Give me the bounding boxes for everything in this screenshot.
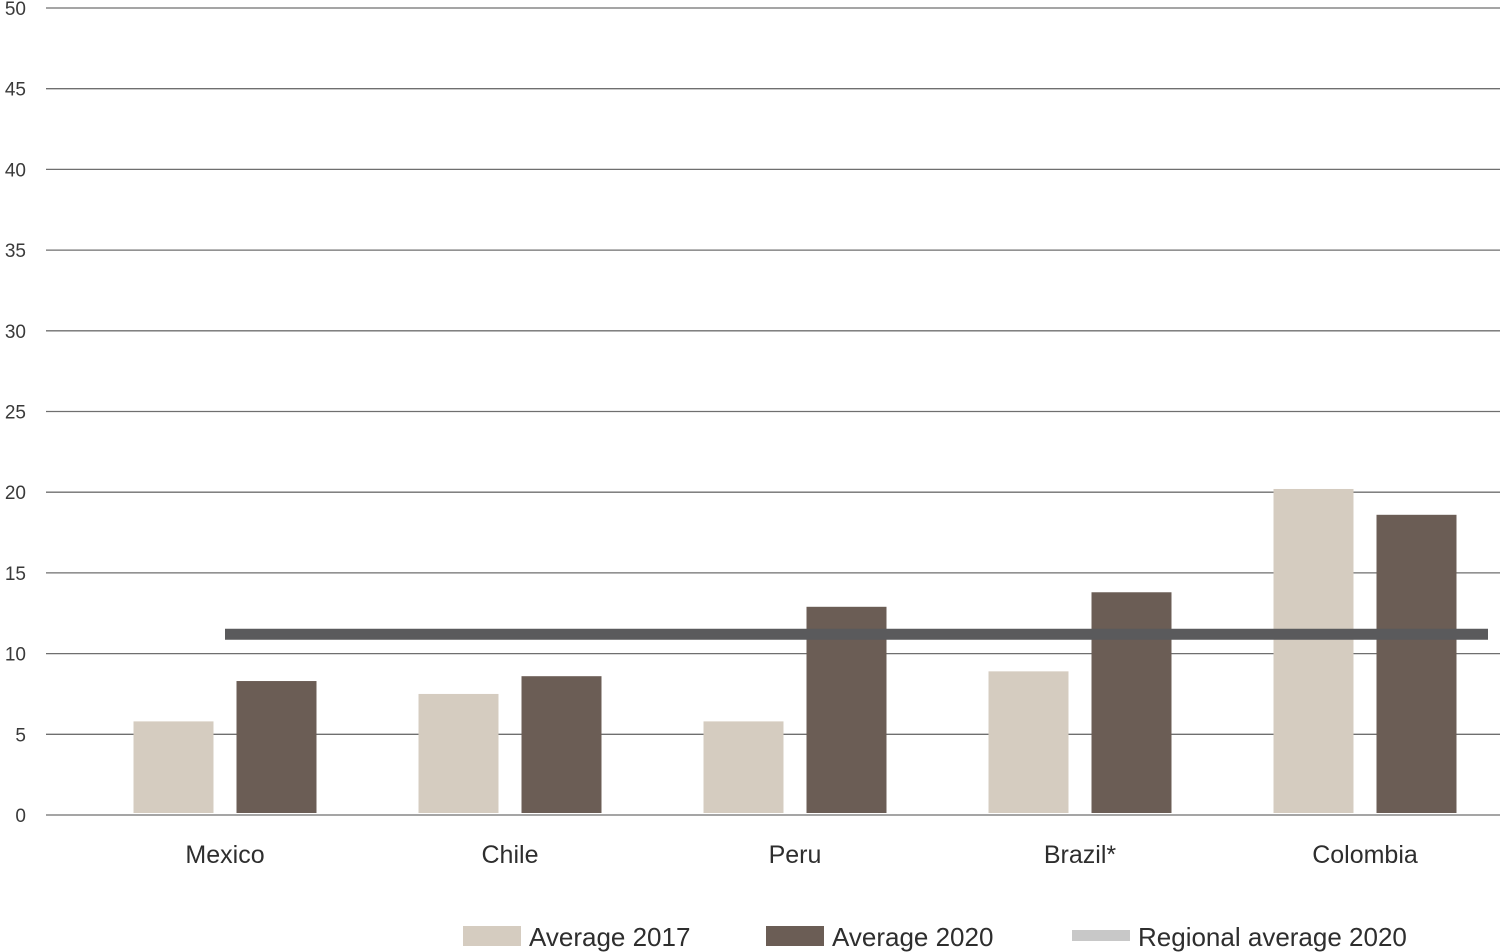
y-tick-label-25: 25 [5, 403, 26, 424]
x-axis-label-chile: Chile [482, 841, 539, 869]
x-axis-label-mexico: Mexico [185, 841, 264, 869]
bars [133, 488, 1457, 813]
y-tick-label-30: 30 [5, 322, 26, 343]
y-tick-label-20: 20 [5, 483, 26, 504]
bar-chile-average-2020 [521, 676, 602, 813]
bar-brazil-average-2017 [988, 671, 1069, 813]
legend-swatch-average-2017 [463, 926, 521, 946]
x-axis-label-brazil: Brazil* [1044, 841, 1117, 869]
bar-mexico-average-2017 [133, 721, 214, 813]
y-tick-label-0: 0 [15, 806, 26, 827]
bar-mexico-average-2020 [236, 681, 317, 813]
bar-peru-average-2017 [703, 721, 784, 813]
y-tick-label-40: 40 [5, 160, 26, 181]
bar-peru-average-2020 [806, 606, 887, 813]
y-tick-label-45: 45 [5, 80, 26, 101]
x-axis-labels: Mexico Chile Peru Brazil* Colombia [185, 841, 1417, 869]
bar-brazil-average-2020 [1091, 592, 1172, 813]
legend-label-average-2020: Average 2020 [832, 922, 993, 952]
bar-chile-average-2017 [418, 693, 499, 813]
y-tick-label-5: 5 [15, 725, 26, 746]
bar-colombia-average-2017 [1273, 488, 1354, 813]
x-axis-label-peru: Peru [769, 841, 822, 869]
legend-swatch-regional-average-2020 [1072, 930, 1130, 941]
y-tick-label-35: 35 [5, 241, 26, 262]
legend-label-regional-average-2020: Regional average 2020 [1138, 922, 1407, 952]
legend-swatch-average-2020 [766, 926, 824, 946]
x-axis-label-colombia: Colombia [1312, 841, 1418, 869]
y-tick-label-50: 50 [5, 0, 26, 20]
y-tick-label-10: 10 [5, 645, 26, 666]
y-tick-label-15: 15 [5, 564, 26, 585]
bar-colombia-average-2020 [1376, 514, 1457, 813]
y-axis-ticks: 0 5 10 15 20 25 30 35 40 45 50 [5, 0, 26, 827]
legend-label-average-2017: Average 2017 [529, 922, 690, 952]
legend: Average 2017 Average 2020 Regional avera… [463, 922, 1407, 952]
